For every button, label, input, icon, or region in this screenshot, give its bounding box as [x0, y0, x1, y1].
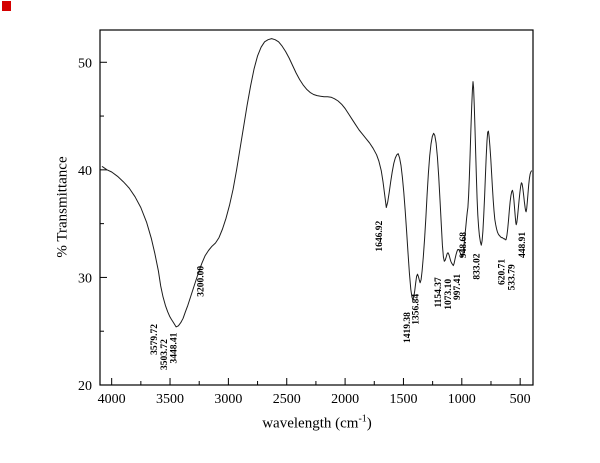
x-tick-label: 3000 — [214, 392, 242, 407]
x-tick-label: 4000 — [98, 392, 126, 407]
y-tick-label: 50 — [78, 56, 92, 71]
x-tick-label: 1500 — [389, 392, 417, 407]
y-tick-label: 30 — [78, 271, 92, 286]
y-tick-label: 20 — [78, 379, 92, 394]
x-tick-label: 2000 — [331, 392, 359, 407]
plot-frame — [99, 29, 534, 386]
peak-label: 833.02 — [473, 253, 483, 279]
peak-label: 948.68 — [459, 232, 469, 258]
y-tick-label: 40 — [78, 164, 92, 179]
x-axis-title: wavelength (cm-1) — [262, 414, 372, 433]
peak-label: 448.91 — [518, 232, 528, 258]
peak-label: 3448.41 — [169, 332, 179, 363]
peak-label: 533.79 — [508, 264, 518, 290]
x-tick-label: 1000 — [448, 392, 476, 407]
peak-label: 3503.72 — [160, 339, 170, 370]
x-axis-title-text: wavelength (cm — [262, 415, 359, 432]
peak-label: 3200.00 — [196, 266, 206, 297]
y-axis-title: % Transmittance — [54, 156, 71, 258]
peak-label: 1154.37 — [434, 277, 444, 308]
peak-label: 997.41 — [453, 274, 463, 300]
x-axis-title-sup: -1 — [358, 413, 367, 425]
peak-label: 1073.10 — [444, 279, 454, 310]
peak-label: 1356.84 — [411, 294, 421, 325]
peak-label: 1646.92 — [375, 220, 385, 251]
spectrum-line — [101, 38, 532, 328]
x-tick-label: 3500 — [156, 392, 184, 407]
peak-label: 620.71 — [497, 259, 507, 285]
peak-label: 3579.72 — [150, 324, 160, 355]
peak-label: 1419.38 — [403, 312, 413, 343]
x-axis-title-close: ) — [366, 415, 372, 432]
corner-marker — [2, 1, 11, 11]
x-tick-label: 500 — [510, 392, 531, 407]
x-tick-label: 2500 — [273, 392, 301, 407]
